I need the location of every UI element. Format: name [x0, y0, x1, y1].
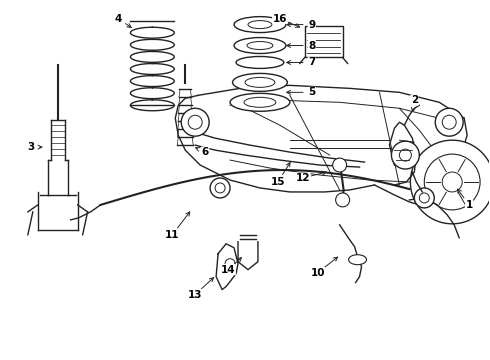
Circle shape [442, 172, 462, 192]
Text: 13: 13 [188, 289, 202, 300]
Text: 8: 8 [308, 41, 316, 50]
Circle shape [435, 108, 463, 136]
Text: 14: 14 [221, 265, 235, 275]
Ellipse shape [233, 73, 287, 91]
Circle shape [188, 115, 202, 129]
Bar [305, 26, 343, 58]
Circle shape [210, 178, 230, 198]
Circle shape [225, 259, 235, 269]
Text: 15: 15 [270, 177, 285, 187]
Circle shape [419, 193, 429, 203]
Ellipse shape [236, 57, 284, 68]
Ellipse shape [234, 37, 286, 54]
Ellipse shape [247, 41, 273, 50]
Circle shape [181, 108, 209, 136]
Circle shape [392, 141, 419, 169]
Text: 9: 9 [308, 19, 315, 30]
Text: 12: 12 [295, 173, 310, 183]
Text: 16: 16 [272, 14, 287, 24]
Text: 2: 2 [411, 95, 418, 105]
Text: 3: 3 [27, 142, 34, 152]
Text: 10: 10 [311, 267, 325, 278]
Text: 5: 5 [308, 87, 316, 97]
Text: 11: 11 [165, 230, 179, 240]
Ellipse shape [234, 17, 286, 32]
Circle shape [415, 188, 434, 208]
Ellipse shape [348, 255, 367, 265]
Circle shape [215, 183, 225, 193]
Circle shape [424, 154, 480, 210]
Circle shape [336, 193, 349, 207]
Ellipse shape [248, 21, 272, 28]
Circle shape [442, 115, 456, 129]
Text: 4: 4 [115, 14, 122, 24]
Text: 6: 6 [201, 147, 209, 157]
Ellipse shape [244, 97, 276, 107]
Ellipse shape [245, 77, 275, 87]
Circle shape [399, 149, 412, 161]
Text: 1: 1 [466, 200, 473, 210]
Circle shape [410, 140, 490, 224]
Circle shape [333, 158, 346, 172]
Ellipse shape [230, 93, 290, 111]
Text: 7: 7 [308, 58, 316, 67]
